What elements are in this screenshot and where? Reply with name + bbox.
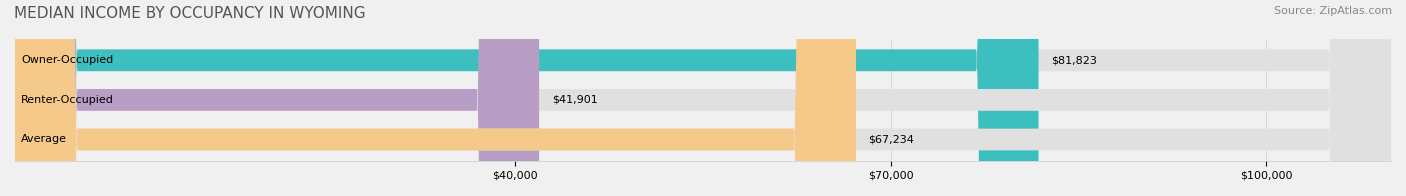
FancyBboxPatch shape (15, 0, 1039, 196)
Text: $81,823: $81,823 (1052, 55, 1097, 65)
Text: Owner-Occupied: Owner-Occupied (21, 55, 114, 65)
FancyBboxPatch shape (15, 0, 1391, 196)
Text: Average: Average (21, 134, 67, 144)
Text: Source: ZipAtlas.com: Source: ZipAtlas.com (1274, 6, 1392, 16)
Text: MEDIAN INCOME BY OCCUPANCY IN WYOMING: MEDIAN INCOME BY OCCUPANCY IN WYOMING (14, 6, 366, 21)
Text: Renter-Occupied: Renter-Occupied (21, 95, 114, 105)
FancyBboxPatch shape (15, 0, 1391, 196)
FancyBboxPatch shape (15, 0, 538, 196)
Text: $67,234: $67,234 (869, 134, 914, 144)
FancyBboxPatch shape (15, 0, 1391, 196)
FancyBboxPatch shape (15, 0, 856, 196)
Text: $41,901: $41,901 (551, 95, 598, 105)
